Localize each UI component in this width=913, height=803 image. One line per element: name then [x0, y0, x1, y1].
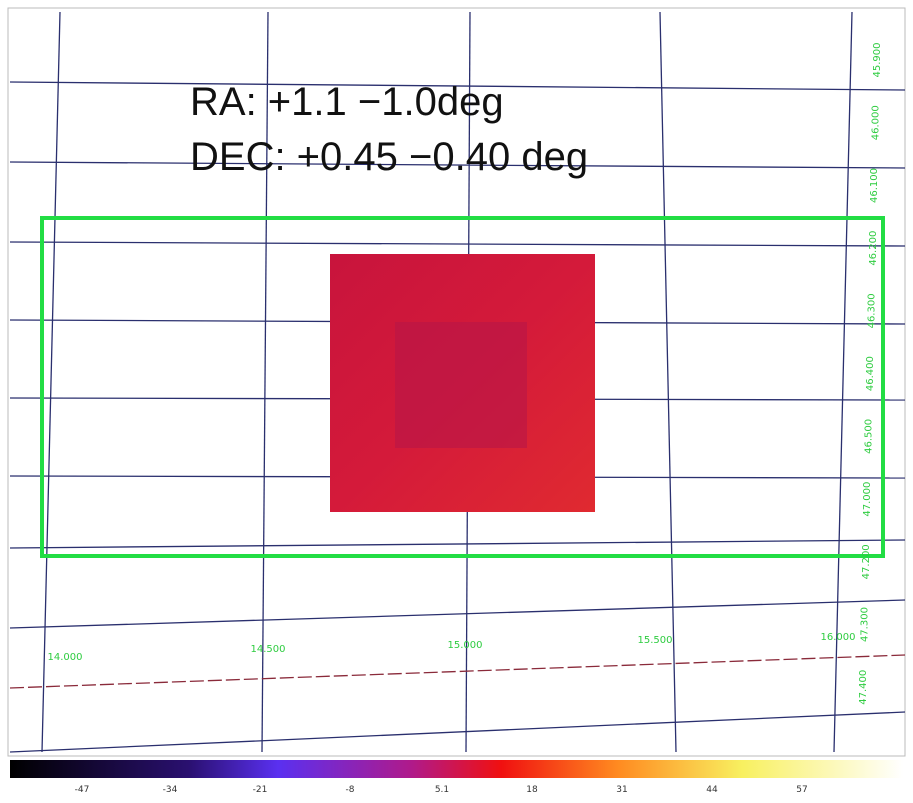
colorbar-label: -8: [346, 785, 355, 795]
dec-label: 47.300: [859, 607, 870, 642]
dec-label: 46.300: [866, 293, 877, 328]
ra-label: 15.000: [448, 640, 483, 651]
dec-label: 46.200: [868, 231, 879, 266]
dec-label: 46.500: [864, 419, 875, 454]
dec-label: 46.100: [869, 168, 880, 203]
colorbar-label: 44: [706, 785, 718, 795]
ra-label: 14.500: [251, 644, 286, 655]
ra-label: 14.000: [48, 652, 83, 663]
sky-image-viewer: RA: +1.1 −1.0deg DEC: +0.45 −0.40 deg 14…: [0, 0, 913, 803]
colorbar-label: 57: [796, 785, 807, 795]
dec-label: 47.000: [862, 482, 873, 517]
dec-label: 46.000: [871, 105, 882, 140]
colorbar-label: 31: [616, 785, 627, 795]
colorbar-label: 5.1: [435, 785, 449, 795]
colorbar-label: -21: [253, 785, 268, 795]
dec-label: 47.400: [858, 670, 869, 705]
dec-label: 45.900: [872, 43, 883, 78]
colorbar-label: -34: [163, 785, 178, 795]
annotation-dec: DEC: +0.45 −0.40 deg: [190, 135, 588, 179]
ra-label: 16.000: [821, 632, 856, 643]
data-patch-center: [395, 322, 527, 448]
dec-label: 46.400: [865, 356, 876, 391]
colorbar: [10, 760, 903, 778]
annotation-ra: RA: +1.1 −1.0deg: [190, 80, 504, 124]
dec-label: 47.200: [861, 544, 872, 579]
colorbar-label: 18: [526, 785, 538, 795]
colorbar-label: -47: [75, 785, 90, 795]
colorbar-labels: -47 -34 -21 -8 5.1 18 31 44 57: [75, 785, 808, 795]
ra-label: 15.500: [638, 635, 673, 646]
